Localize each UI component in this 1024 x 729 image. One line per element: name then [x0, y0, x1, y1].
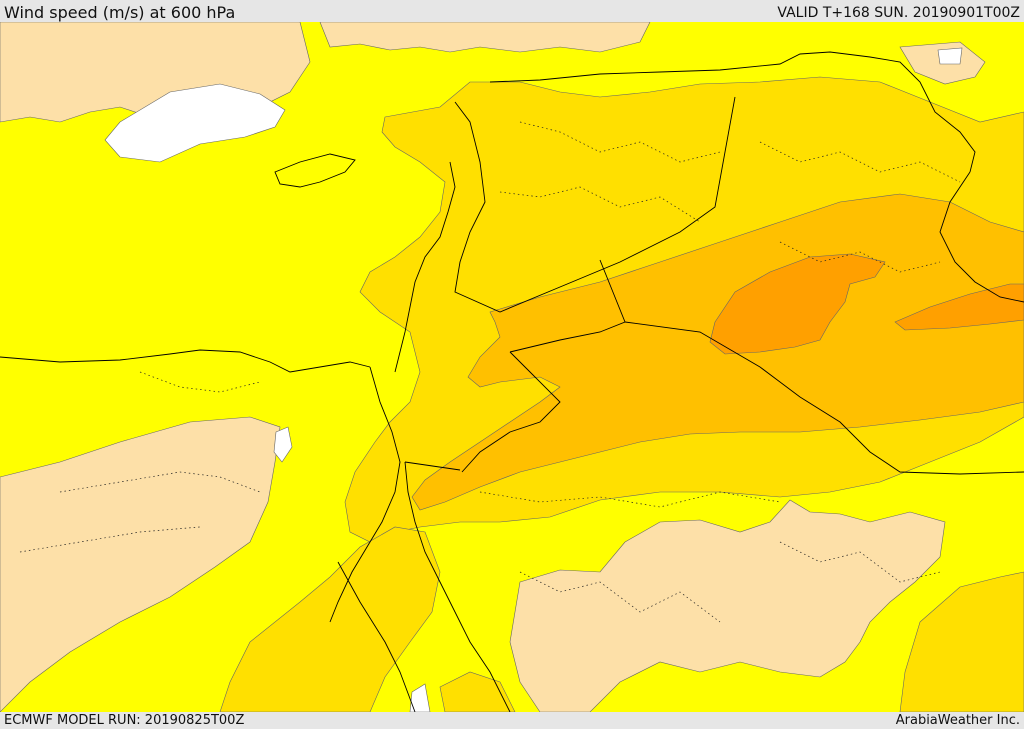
admin-boundary-10: [139, 371, 261, 393]
no-data-area-northeast: [937, 47, 963, 65]
strongest-wind-areas: [709, 253, 1024, 355]
model-run-label: ECMWF MODEL RUN: 20190825T00Z: [4, 713, 245, 728]
admin-boundary-6: [19, 526, 201, 553]
admin-boundary-4: [779, 241, 941, 273]
admin-boundary-9: [779, 541, 941, 583]
wind-speed-map: [0, 22, 1024, 712]
iraq-iran-border: [939, 171, 1024, 303]
low-wind-area-arabia: [509, 499, 946, 712]
admin-boundaries: [19, 121, 961, 623]
low-wind-area-north: [319, 22, 651, 53]
map-canvas: [0, 22, 1024, 712]
moderate-wind-area-southeast: [899, 571, 1024, 712]
turkey-border: [489, 51, 976, 173]
low-wind-area-egypt: [0, 416, 281, 712]
footer-bar: ECMWF MODEL RUN: 20190825T00Z ArabiaWeat…: [0, 712, 1024, 729]
credit-label: ArabiaWeather Inc.: [895, 713, 1020, 728]
admin-boundary-5: [59, 471, 261, 493]
map-title: Wind speed (m/s) at 600 hPa: [4, 3, 236, 22]
admin-boundary-2: [499, 186, 701, 223]
levant-coastline: [394, 161, 456, 373]
no-data-area-south: [409, 683, 431, 712]
valid-time: VALID T+168 SUN. 20190901T00Z: [777, 5, 1020, 21]
red-sea-coastline: [404, 461, 511, 712]
no-data-areas: [104, 47, 963, 712]
sinai-coastline: [329, 366, 401, 623]
moderate-wind-area-red-sea: [219, 526, 441, 712]
saudi-border: [624, 321, 1024, 475]
strongest-wind-area-east: [894, 283, 1024, 331]
syria-iraq-border: [454, 96, 736, 313]
no-data-area-nile: [273, 426, 293, 463]
header-bar: Wind speed (m/s) at 600 hPa VALID T+168 …: [0, 0, 1024, 22]
country-borders: [0, 51, 1024, 712]
no-data-area-north: [104, 83, 286, 163]
cyprus-outline: [274, 153, 356, 188]
admin-boundary-3: [759, 141, 961, 183]
egypt-coastline: [0, 349, 371, 373]
admin-boundary-8: [519, 571, 721, 623]
egypt-sudan-border: [337, 561, 416, 712]
jordan-border: [509, 259, 626, 353]
jordan-saudi-border: [461, 351, 561, 473]
moderate-wind-area-patch: [439, 671, 516, 712]
admin-boundary-7: [479, 491, 781, 508]
sinai-jordan-border: [404, 461, 461, 471]
strongest-wind-area-iraq: [709, 253, 886, 355]
